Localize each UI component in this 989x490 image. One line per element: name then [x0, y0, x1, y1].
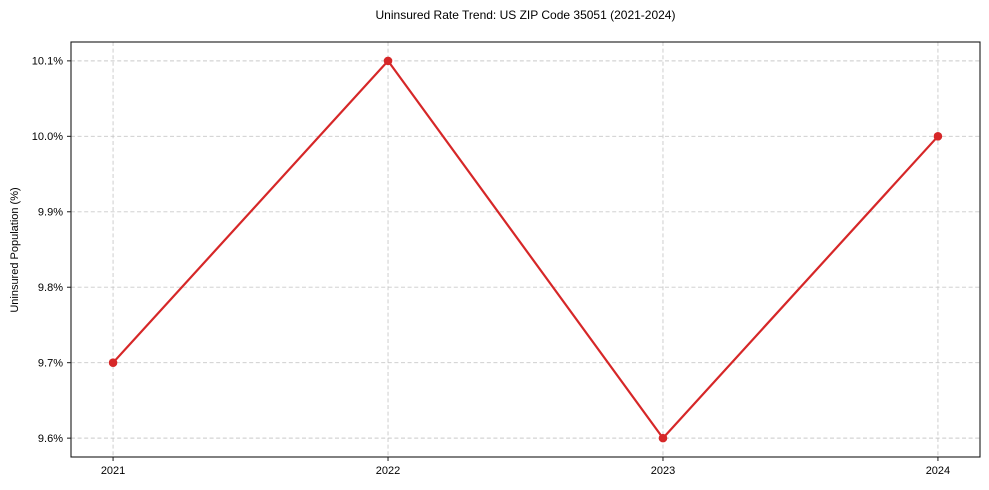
x-tick-label: 2022: [376, 465, 400, 477]
data-point-marker: [658, 433, 668, 443]
data-point-marker: [108, 358, 118, 367]
data-point-marker: [383, 56, 393, 66]
y-tick-label: 9.9%: [38, 207, 63, 219]
plot-border: [70, 41, 981, 458]
y-tick-label: 9.6%: [38, 433, 63, 445]
x-tick-label: 2023: [651, 465, 675, 477]
y-tick-label: 10.0%: [32, 131, 63, 143]
y-tick-label: 10.1%: [32, 56, 63, 68]
y-tick-label: 9.7%: [38, 357, 63, 369]
trend-line: [111, 59, 940, 440]
y-tick-label: 9.8%: [38, 282, 63, 294]
x-tick-label: 2021: [101, 465, 125, 477]
x-tick-label: 2024: [926, 465, 950, 477]
data-point-marker: [933, 132, 943, 141]
chart-title: Uninsured Rate Trend: US ZIP Code 35051 …: [375, 8, 676, 22]
